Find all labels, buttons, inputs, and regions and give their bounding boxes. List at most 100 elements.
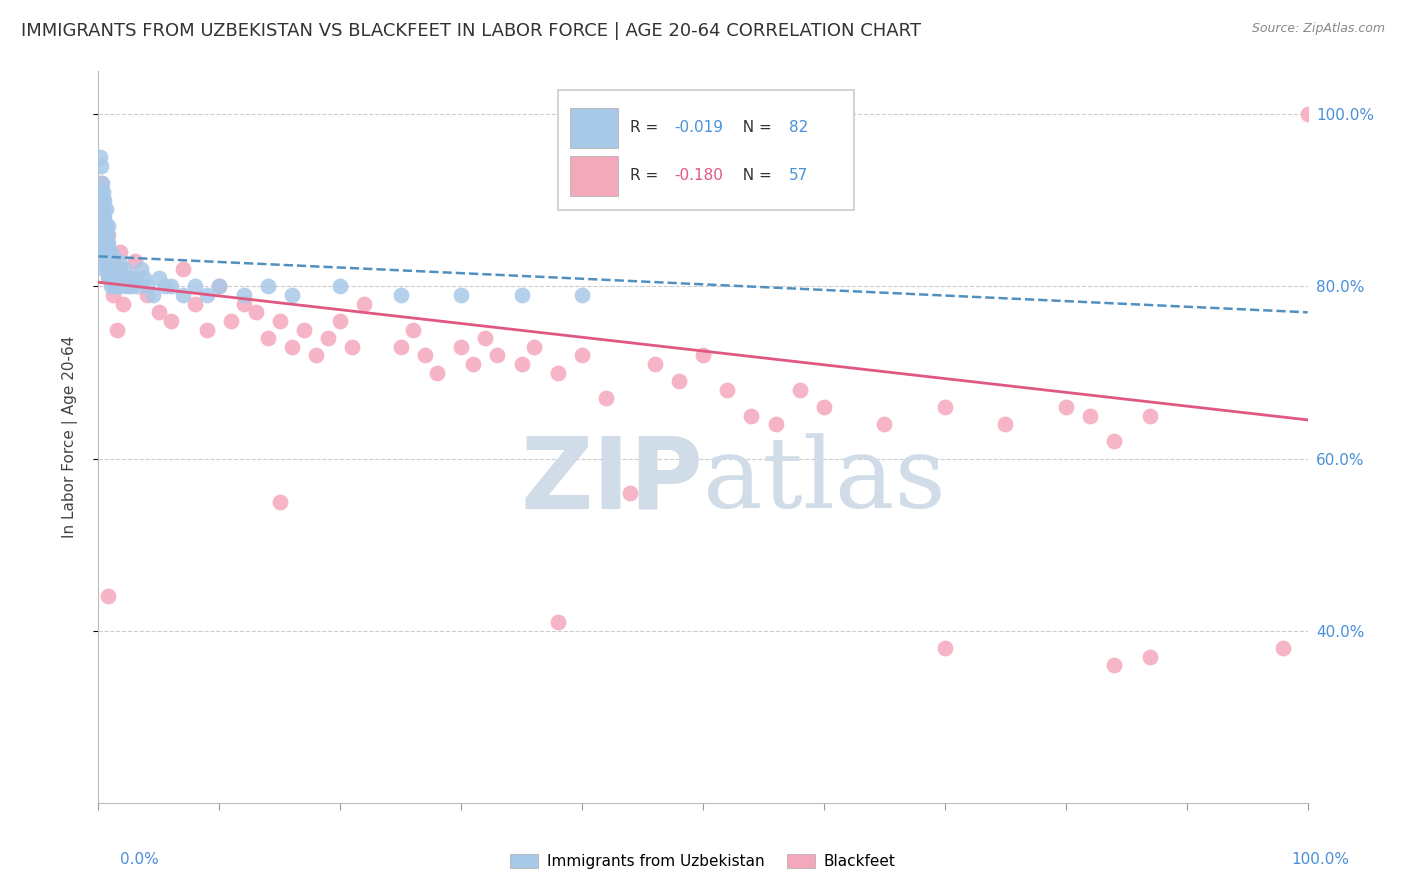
Point (90, 185, 112, 199)
Point (93, 211, 115, 225)
Point (135, 279, 157, 293)
Point (1102, 658, 1125, 673)
Point (740, 409, 762, 423)
Point (93, 262, 115, 277)
Point (184, 279, 207, 293)
Point (1078, 409, 1101, 423)
Point (148, 305, 170, 319)
Point (1296, 107, 1319, 121)
Point (619, 486, 641, 500)
Point (101, 288, 124, 302)
Point (91, 236, 114, 251)
Text: R =: R = (630, 120, 664, 136)
Point (89, 150, 111, 164)
Text: 0.0%: 0.0% (120, 852, 159, 867)
Point (96, 236, 118, 251)
Point (269, 494, 291, 508)
Point (256, 279, 278, 293)
Point (208, 279, 231, 293)
Point (108, 245, 131, 260)
Point (256, 331, 278, 345)
Text: Source: ZipAtlas.com: Source: ZipAtlas.com (1251, 22, 1385, 36)
Point (232, 288, 254, 302)
Point (934, 400, 956, 414)
Point (98, 245, 121, 260)
Point (184, 296, 207, 310)
Text: 57: 57 (789, 169, 808, 184)
Point (104, 271, 127, 285)
Point (97, 271, 120, 285)
Point (873, 417, 896, 432)
Point (765, 417, 787, 432)
Point (232, 296, 254, 310)
Point (1102, 434, 1125, 449)
Point (91, 185, 114, 199)
Point (97, 227, 120, 242)
Point (129, 262, 152, 277)
Point (93, 194, 115, 208)
Point (107, 271, 129, 285)
Point (510, 288, 533, 302)
Point (195, 322, 218, 336)
Point (117, 279, 139, 293)
Legend: Immigrants from Uzbekistan, Blackfeet: Immigrants from Uzbekistan, Blackfeet (503, 848, 903, 875)
Point (94, 245, 117, 260)
Point (172, 262, 194, 277)
Point (108, 253, 131, 268)
Point (1054, 400, 1077, 414)
Point (148, 271, 170, 285)
Text: R =: R = (630, 169, 664, 184)
Point (97, 589, 120, 603)
Point (510, 357, 533, 371)
Point (245, 305, 267, 319)
Point (105, 322, 128, 336)
Point (208, 279, 231, 293)
Text: 82: 82 (789, 120, 808, 136)
Point (118, 271, 141, 285)
Point (98, 262, 121, 277)
Point (96, 227, 118, 242)
Point (120, 279, 142, 293)
Point (105, 262, 128, 277)
Point (595, 392, 617, 406)
Point (668, 374, 690, 388)
Point (94, 253, 117, 268)
Point (281, 340, 304, 354)
Point (160, 279, 183, 293)
Point (93, 219, 115, 234)
Point (1139, 409, 1161, 423)
Point (98, 271, 121, 285)
Point (329, 279, 352, 293)
Point (90, 227, 112, 242)
Point (547, 366, 569, 380)
Y-axis label: In Labor Force | Age 20-64: In Labor Force | Age 20-64 (62, 336, 77, 538)
Point (402, 322, 425, 336)
Text: IMMIGRANTS FROM UZBEKISTAN VS BLACKFEET IN LABOR FORCE | AGE 20-64 CORRELATION C: IMMIGRANTS FROM UZBEKISTAN VS BLACKFEET … (21, 22, 921, 40)
Point (100, 245, 122, 260)
Point (269, 314, 291, 328)
Point (93, 202, 115, 216)
Point (789, 383, 811, 397)
Point (100, 262, 122, 277)
Point (105, 279, 128, 293)
Point (91, 227, 114, 242)
Point (94, 236, 117, 251)
Point (450, 340, 472, 354)
Point (103, 279, 125, 293)
Point (94, 202, 117, 216)
Point (96, 245, 118, 260)
Point (571, 288, 593, 302)
FancyBboxPatch shape (569, 156, 619, 196)
Point (644, 357, 666, 371)
Point (124, 271, 146, 285)
Point (91, 176, 114, 190)
Point (281, 288, 304, 302)
Point (96, 253, 118, 268)
Point (426, 366, 449, 380)
Point (195, 288, 218, 302)
Point (100, 253, 122, 268)
Point (100, 262, 122, 277)
FancyBboxPatch shape (569, 108, 619, 148)
Point (90, 176, 112, 190)
Text: ZIP: ZIP (520, 433, 703, 530)
